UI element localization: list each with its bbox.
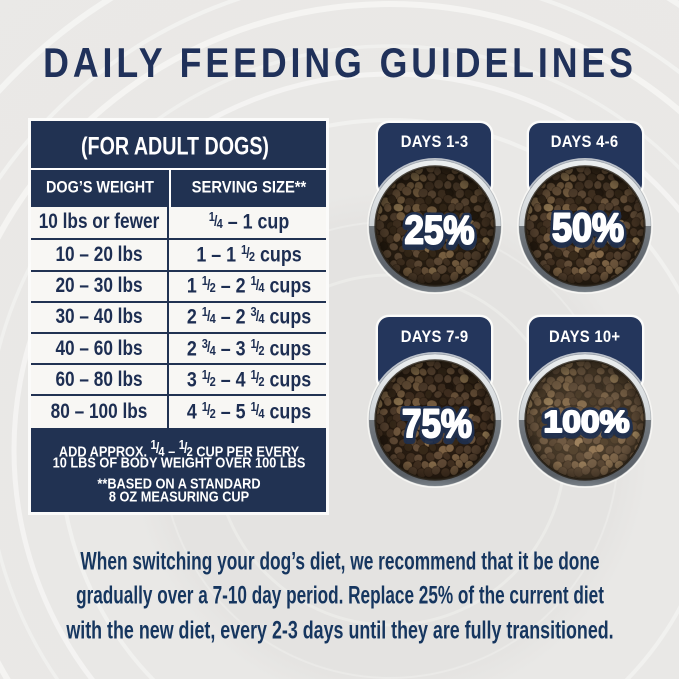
svg-text:75%: 75% bbox=[402, 402, 472, 446]
svg-text:50%: 50% bbox=[552, 206, 624, 250]
svg-text:25%: 25% bbox=[404, 209, 474, 253]
svg-text:25%: 25% bbox=[404, 209, 474, 253]
svg-text:50%: 50% bbox=[552, 209, 624, 253]
svg-text:100%: 100% bbox=[544, 404, 630, 439]
svg-text:100%: 100% bbox=[544, 404, 630, 439]
svg-text:100%: 100% bbox=[544, 406, 630, 441]
svg-text:75%: 75% bbox=[402, 405, 472, 449]
svg-text:75%: 75% bbox=[402, 402, 472, 446]
svg-text:25%: 25% bbox=[404, 211, 474, 255]
svg-text:50%: 50% bbox=[552, 206, 624, 250]
